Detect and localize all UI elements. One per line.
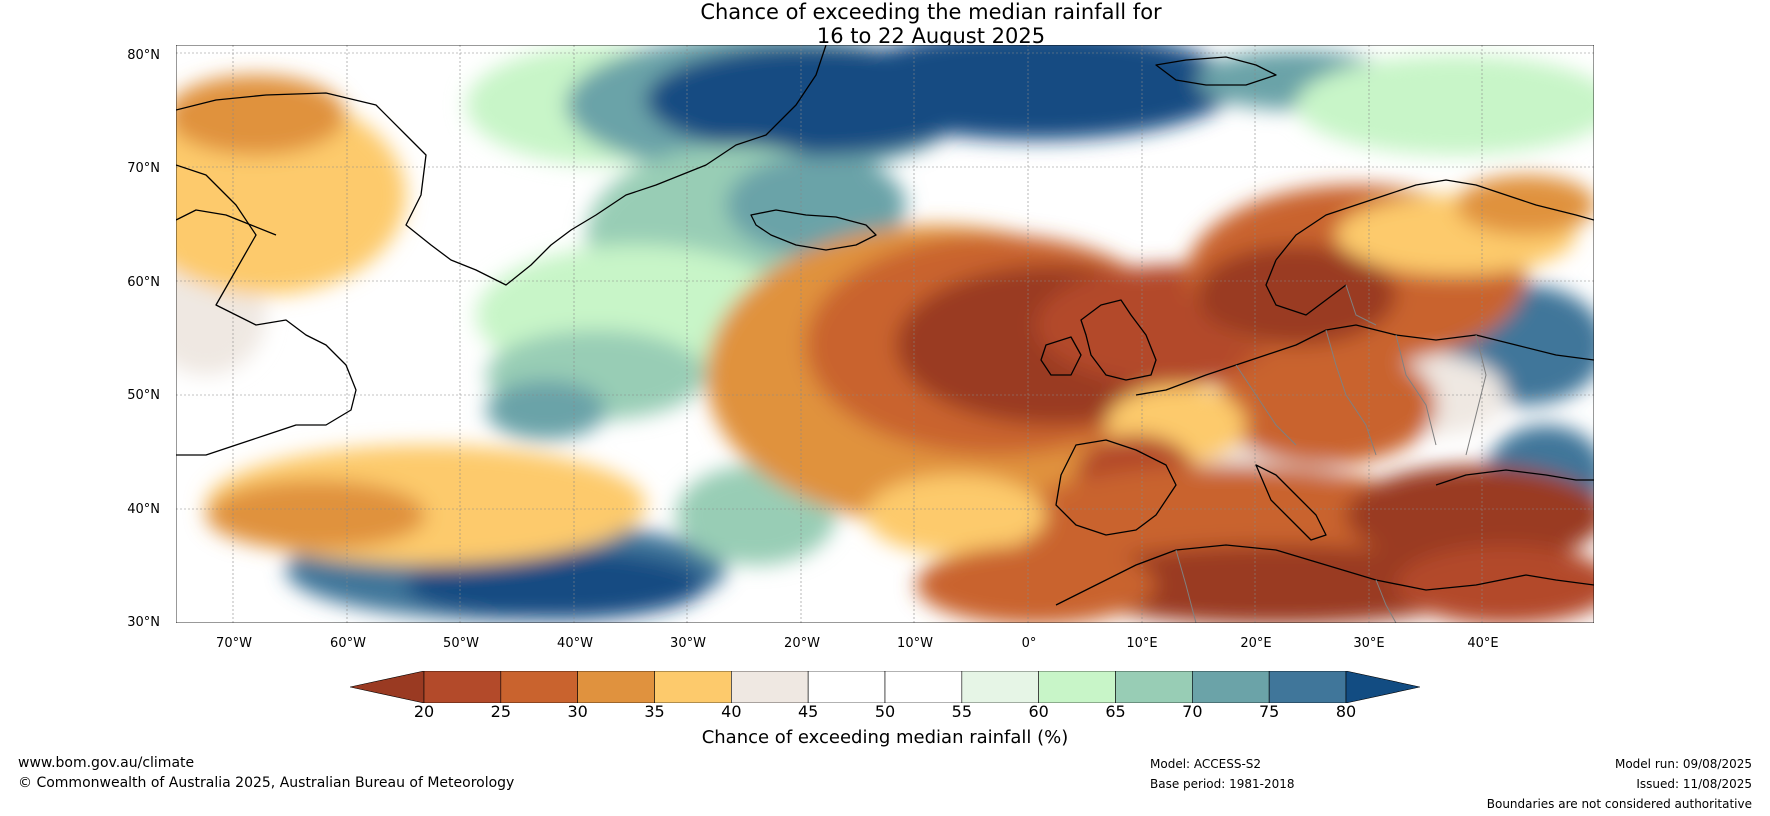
base-period: Base period: 1981-2018	[1150, 777, 1295, 791]
lon-label-20w: 20°W	[784, 636, 820, 651]
lat-label-30n: 30°N	[127, 615, 160, 630]
colorbar-tick-label: 25	[490, 702, 511, 721]
colorbar	[350, 671, 1420, 703]
colorbar-extend-high	[1345, 671, 1420, 703]
issued-date: Issued: 11/08/2025	[1636, 777, 1752, 791]
colorbar-tick-label: 75	[1258, 702, 1280, 721]
europe-coastline	[1135, 324, 1594, 396]
bom-url[interactable]: www.bom.gov.au/climate	[18, 755, 195, 771]
colorbar-segment	[807, 671, 886, 703]
lon-label-60w: 60°W	[330, 636, 366, 651]
canada-north-coastline	[176, 164, 357, 456]
colorbar-label: Chance of exceeding median rainfall (%)	[701, 727, 1069, 748]
graticule	[176, 45, 1594, 623]
italy-coastline	[1255, 464, 1327, 541]
colorbar-tick-label: 30	[567, 702, 588, 721]
lon-label-40w: 40°W	[557, 636, 593, 651]
title-line-2: 16 to 22 August 2025	[816, 24, 1046, 48]
map-title: Chance of exceeding the median rainfall …	[0, 0, 1770, 48]
model-name: Model: ACCESS-S2	[1150, 757, 1262, 771]
colorbar-segment	[654, 671, 732, 703]
coastlines	[176, 45, 1594, 606]
lat-label-60n: 60°N	[127, 275, 160, 290]
colorbar-segment	[1192, 671, 1270, 703]
lon-label-0: 0°	[1021, 636, 1037, 651]
colorbar-extend-low	[350, 671, 425, 703]
lat-label-50n: 50°N	[127, 388, 160, 403]
colorbar-tick-label: 45	[797, 702, 819, 721]
rainfall-probability-map	[176, 45, 1594, 623]
title-line-1: Chance of exceeding the median rainfall …	[700, 0, 1162, 24]
colorbar-tick-label: 60	[1028, 702, 1049, 721]
lon-label-10e: 10°E	[1126, 636, 1158, 651]
probability-fields	[176, 45, 1594, 623]
north-africa-coastline	[1055, 544, 1594, 606]
country-boundaries	[1175, 284, 1487, 623]
scandinavia-west-coastline	[1265, 259, 1347, 316]
colorbar-segment	[500, 671, 578, 703]
lon-label-20e: 20°E	[1240, 636, 1272, 651]
lat-label-40n: 40°N	[127, 502, 160, 517]
colorbar-segment	[884, 671, 963, 703]
lon-label-30w: 30°W	[670, 636, 706, 651]
ireland-coastline	[1040, 336, 1082, 376]
iceland-coastline	[750, 209, 877, 251]
canada-arctic-coastline	[176, 209, 277, 236]
lat-label-80n: 80°N	[127, 48, 160, 63]
boundaries-disclaimer: Boundaries are not considered authoritat…	[1486, 797, 1752, 811]
svalbard-coastline	[1155, 56, 1277, 86]
colorbar-tick-label: 70	[1182, 702, 1203, 721]
norway-coastline	[1275, 179, 1594, 261]
turkey-coastline	[1435, 469, 1594, 486]
iberia-coastline	[1055, 439, 1177, 536]
lon-label-10w: 10°W	[897, 636, 933, 651]
colorbar-tick-label: 40	[721, 702, 742, 721]
lon-label-70w: 70°W	[216, 636, 252, 651]
colorbar-segment	[423, 671, 502, 703]
copyright-notice: © Commonwealth of Australia 2025, Austra…	[18, 775, 515, 791]
colorbar-segment	[1115, 671, 1193, 703]
britain-coastline	[1080, 299, 1157, 381]
lon-label-50w: 50°W	[443, 636, 479, 651]
colorbar-tick-label: 20	[413, 702, 435, 721]
colorbar-segment	[1268, 671, 1347, 703]
colorbar-tick-label: 65	[1105, 702, 1126, 721]
lat-label-70n: 70°N	[127, 161, 160, 176]
lon-label-40e: 40°E	[1467, 636, 1499, 651]
colorbar-tick-label: 55	[951, 702, 972, 721]
model-run-date: Model run: 09/08/2025	[1614, 757, 1752, 771]
colorbar-tick-label: 50	[874, 702, 896, 721]
colorbar-tick-label: 80	[1335, 702, 1357, 721]
lon-label-30e: 30°E	[1353, 636, 1385, 651]
colorbar-segment	[577, 671, 655, 703]
colorbar-segment	[961, 671, 1039, 703]
colorbar-tick-label: 35	[644, 702, 665, 721]
colorbar-segment	[1038, 671, 1116, 703]
colorbar-segment	[731, 671, 809, 703]
greenland-coastline	[176, 45, 827, 286]
